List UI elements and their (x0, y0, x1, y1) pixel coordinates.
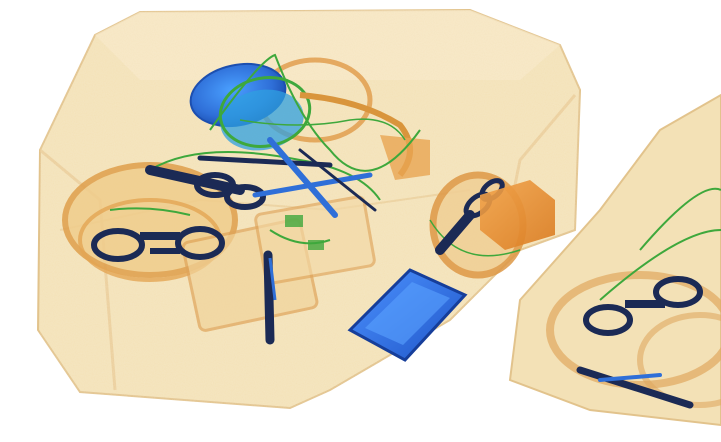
orange-box (480, 180, 555, 250)
wire (149, 53, 421, 201)
scissors (91, 226, 225, 262)
scissors (583, 276, 703, 336)
blue-tray (347, 268, 468, 362)
wire (109, 207, 521, 257)
knife (576, 366, 694, 409)
knife (252, 137, 377, 218)
second-bag-partial (508, 93, 721, 427)
knife (263, 215, 324, 345)
blue-cup (189, 63, 430, 180)
scissors (145, 155, 333, 210)
